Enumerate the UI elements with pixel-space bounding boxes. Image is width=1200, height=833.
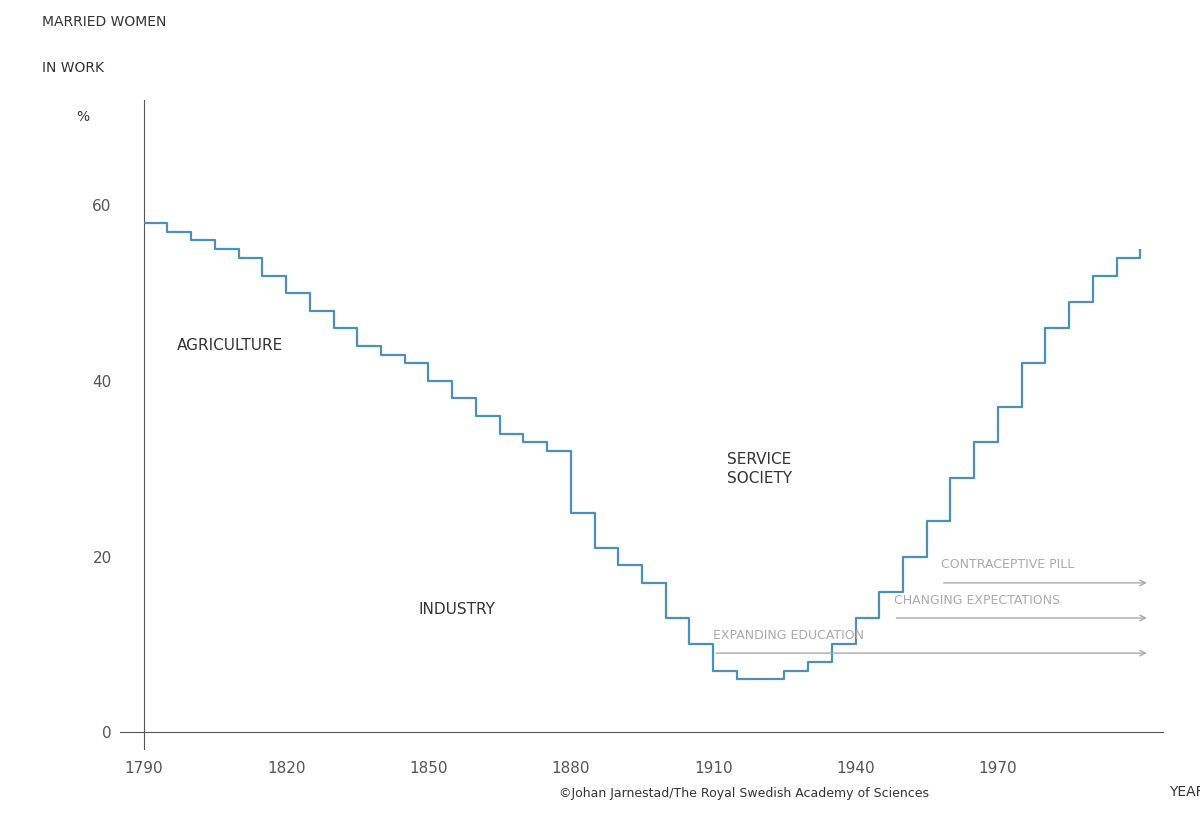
Text: MARRIED WOMEN: MARRIED WOMEN	[42, 16, 166, 29]
Text: INDUSTRY: INDUSTRY	[419, 601, 496, 616]
Text: CHANGING EXPECTATIONS: CHANGING EXPECTATIONS	[894, 594, 1060, 606]
Text: AGRICULTURE: AGRICULTURE	[176, 338, 283, 353]
Text: YEAR: YEAR	[1169, 785, 1200, 799]
Text: IN WORK: IN WORK	[42, 61, 103, 75]
Text: CONTRACEPTIVE PILL: CONTRACEPTIVE PILL	[941, 558, 1074, 571]
Text: ©Johan Jarnestad/The Royal Swedish Academy of Sciences: ©Johan Jarnestad/The Royal Swedish Acade…	[559, 786, 929, 800]
Text: SERVICE
SOCIETY: SERVICE SOCIETY	[727, 452, 792, 486]
Text: %: %	[76, 110, 89, 124]
Text: EXPANDING EDUCATION: EXPANDING EDUCATION	[713, 629, 864, 641]
